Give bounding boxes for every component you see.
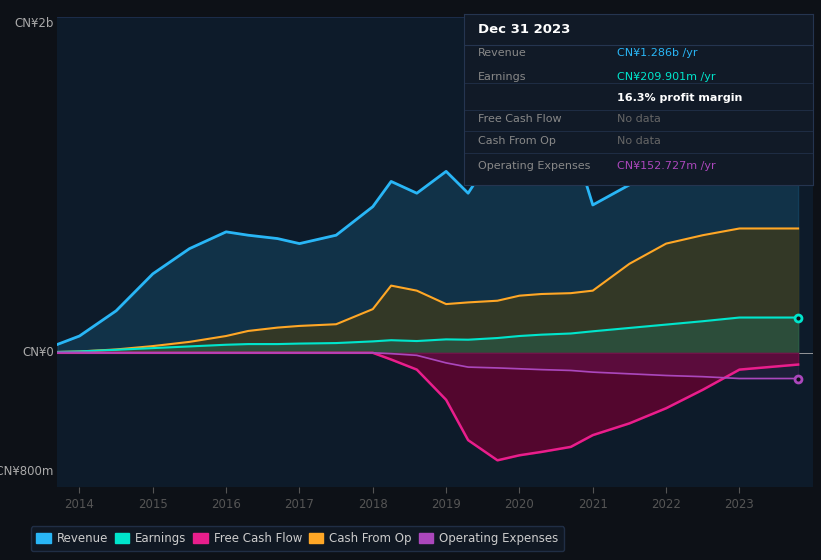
Text: 16.3% profit margin: 16.3% profit margin bbox=[617, 93, 743, 102]
Text: Free Cash Flow: Free Cash Flow bbox=[478, 114, 562, 124]
Text: CN¥209.901m /yr: CN¥209.901m /yr bbox=[617, 72, 716, 82]
Text: Operating Expenses: Operating Expenses bbox=[478, 161, 590, 171]
Text: Revenue: Revenue bbox=[478, 48, 526, 58]
Text: CN¥1.286b /yr: CN¥1.286b /yr bbox=[617, 48, 698, 58]
Text: CN¥0: CN¥0 bbox=[22, 346, 53, 360]
Legend: Revenue, Earnings, Free Cash Flow, Cash From Op, Operating Expenses: Revenue, Earnings, Free Cash Flow, Cash … bbox=[30, 526, 564, 551]
Text: Cash From Op: Cash From Op bbox=[478, 136, 556, 146]
Text: No data: No data bbox=[617, 136, 661, 146]
Text: No data: No data bbox=[617, 114, 661, 124]
Text: CN¥2b: CN¥2b bbox=[14, 17, 53, 30]
Text: -CN¥800m: -CN¥800m bbox=[0, 465, 53, 478]
Text: CN¥152.727m /yr: CN¥152.727m /yr bbox=[617, 161, 716, 171]
Text: Dec 31 2023: Dec 31 2023 bbox=[478, 23, 571, 36]
Text: Earnings: Earnings bbox=[478, 72, 526, 82]
